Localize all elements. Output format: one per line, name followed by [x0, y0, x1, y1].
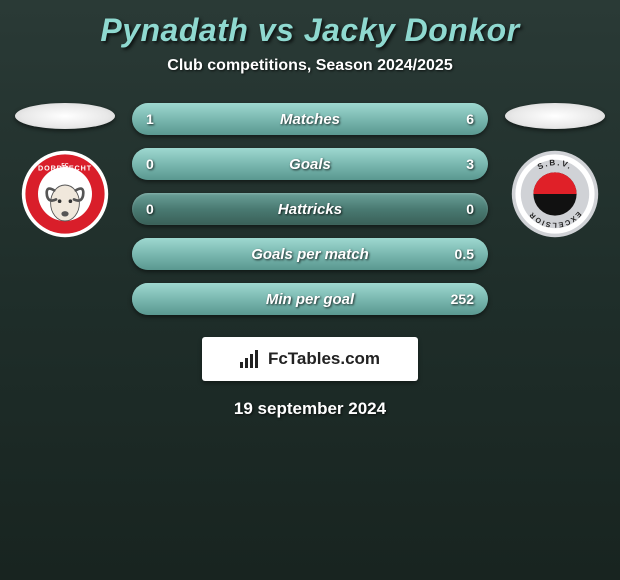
stat-value-right: 0	[466, 201, 474, 217]
stat-label: Min per goal	[266, 291, 354, 308]
stat-pill: 1 Matches 6	[132, 103, 488, 135]
stat-pill: Goals per match 0.5	[132, 238, 488, 270]
stat-value-left: 0	[146, 156, 154, 172]
stat-value-right: 3	[466, 156, 474, 172]
page-title: Pynadath vs Jacky Donkor	[100, 12, 519, 49]
stats-column: 1 Matches 6 0 Goals 3 0 Hattricks 0 Goals per mat…	[132, 103, 488, 315]
left-team-column: DORDRECHT FC	[10, 103, 120, 239]
stat-pill: 0 Hattricks 0	[132, 193, 488, 225]
right-team-column: S.B.V. EXCELSIOR	[500, 103, 610, 239]
left-player-placeholder	[15, 103, 115, 129]
chart-icon	[240, 350, 262, 368]
comparison-row: DORDRECHT FC 1Matches60Goals30Hattricks0…	[0, 103, 620, 315]
stat-label: Matches	[280, 111, 340, 128]
left-team-crest: DORDRECHT FC	[20, 149, 110, 239]
stat-label: Hattricks	[278, 201, 342, 218]
stat-pill: 0 Goals 3	[132, 148, 488, 180]
svg-text:FC: FC	[61, 163, 68, 169]
brand-box[interactable]: FcTables.com	[202, 337, 418, 381]
right-team-crest: S.B.V. EXCELSIOR	[510, 149, 600, 239]
right-player-placeholder	[505, 103, 605, 129]
stat-value-right: 252	[451, 291, 474, 307]
stat-value-right: 0.5	[455, 246, 474, 262]
date: 19 september 2024	[234, 399, 386, 419]
subtitle: Club competitions, Season 2024/2025	[167, 57, 452, 75]
brand-text: FcTables.com	[268, 349, 380, 369]
stat-label: Goals	[289, 156, 331, 173]
stat-label: Goals per match	[251, 246, 369, 263]
stat-value-left: 1	[146, 111, 154, 127]
stat-pill: Min per goal 252	[132, 283, 488, 315]
stat-value-left: 0	[146, 201, 154, 217]
stat-value-right: 6	[466, 111, 474, 127]
